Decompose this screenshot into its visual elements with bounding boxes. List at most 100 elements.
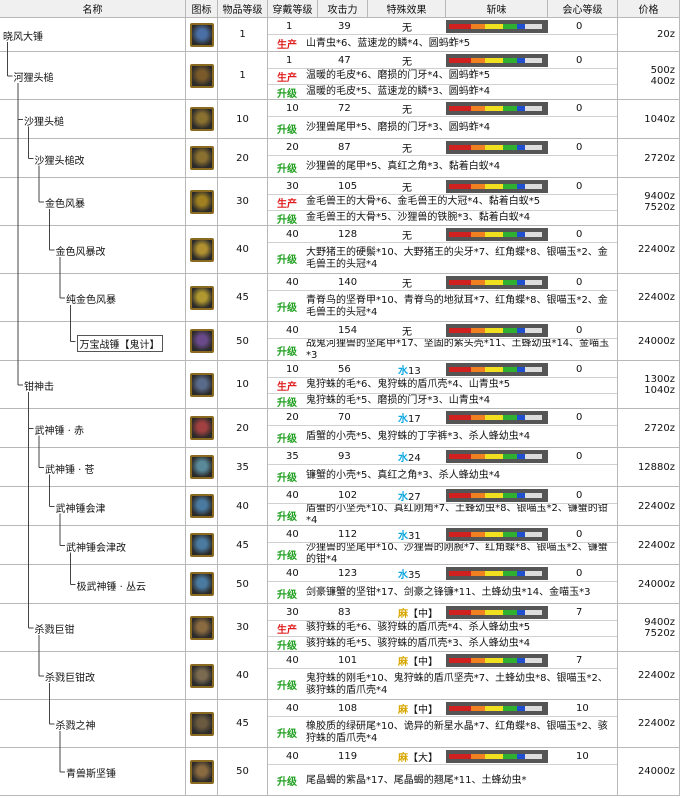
weapon-name: 武神锤会津 xyxy=(55,503,106,515)
slots: 40 xyxy=(286,702,299,714)
weapon-icon xyxy=(189,572,214,596)
header-cell: 会心等级 xyxy=(548,0,618,18)
attack: 72 xyxy=(338,102,351,114)
element: 麻 xyxy=(398,704,408,716)
material-line: 升级 温暖的毛皮*5、蓝速龙的鳞*3、圆蚂蚱*4 xyxy=(268,85,617,99)
price-cell: 22400z xyxy=(618,487,680,526)
price-cell: 500z 400z xyxy=(618,52,680,100)
weapon-name: 武神锤 · 赤 xyxy=(34,425,85,437)
price: 22400z xyxy=(637,670,675,681)
sharpness-segment xyxy=(449,415,471,420)
slots: 1 xyxy=(286,54,293,66)
weapon-icon xyxy=(189,711,214,736)
detail-block: 30 83 麻【中】 7 生产 骇狩蛛的毛*6、骇狩蛛的盾爪壳*4、杀人蜂幼虫*5 升级 骇狩… xyxy=(268,604,618,652)
slots: 30 xyxy=(286,180,299,192)
name-cell xyxy=(0,748,186,796)
material-type: 升级 xyxy=(277,124,297,136)
weapon-name: 沙狸头槌改 xyxy=(34,155,85,167)
sharpness-rest xyxy=(525,328,542,333)
sharpness xyxy=(446,54,548,67)
material-line: 升级 鬼狩蛛的刚毛*10、鬼狩蛛的盾爪坚壳*7、土蜂幼虫*8、银喵玉*2、骇狩蛛的… xyxy=(268,669,617,699)
sharpness-rest xyxy=(525,610,542,615)
name-cell xyxy=(0,274,186,322)
special-effect: 无 xyxy=(402,56,412,68)
attack: 128 xyxy=(338,228,358,240)
attack: 102 xyxy=(338,489,358,501)
detail-block: 35 93 水24 0 升级 镰蟹的小壳*5、真红之角*3、杀人蜂幼虫*4 xyxy=(268,448,618,487)
weapon-name: 极武神锤 · 丛云 xyxy=(76,581,147,593)
detail-block: 40 128 无 0 升级 大野猪王的硬鬃*10、大野猪王的尖牙*7、红角蝶*8、银喵玉*… xyxy=(268,226,618,274)
sharpness xyxy=(446,411,548,424)
slots: 30 xyxy=(286,606,299,618)
special-effect: 水13 xyxy=(398,362,421,377)
stats-line: 40 101 麻【中】 7 xyxy=(268,652,617,669)
stats-line: 40 123 水35 0 xyxy=(268,565,617,582)
sharpness-segment xyxy=(449,232,471,237)
weapon-icon xyxy=(189,372,214,397)
sharpness-segment xyxy=(471,571,485,576)
sharpness-segment xyxy=(449,184,471,189)
icon-cell xyxy=(186,274,218,322)
weapon-icon xyxy=(189,63,214,88)
attack: 70 xyxy=(338,411,351,423)
affinity: 7 xyxy=(576,606,583,618)
element: 水 xyxy=(398,413,408,425)
affinity: 10 xyxy=(576,702,589,714)
sharpness-segment xyxy=(503,754,517,759)
affinity: 0 xyxy=(576,180,583,192)
sharpness-segment xyxy=(503,280,517,285)
sharpness-rest xyxy=(525,58,542,63)
detail-block: 10 72 无 0 升级 沙狸兽尾甲*5、磨损的门牙*3、圆蚂蚱*4 xyxy=(268,100,618,139)
header-cell: 穿戴等级 xyxy=(268,0,318,18)
sharpness-rest xyxy=(525,24,542,29)
sharpness xyxy=(446,363,548,376)
material-line: 升级 镰蟹的小壳*5、真红之角*3、杀人蜂幼虫*4 xyxy=(268,465,617,486)
material-text: 骇狩蛛的毛*5、骇狩蛛的盾爪壳*3、杀人蜂幼虫*4 xyxy=(306,638,531,650)
price-cell: 24000z xyxy=(618,565,680,604)
name-cell xyxy=(0,178,186,226)
stats-line: 1 47 无 0 xyxy=(268,52,617,69)
affinity: 10 xyxy=(576,750,589,762)
sharpness-segment xyxy=(517,658,525,663)
sharpness-segment xyxy=(485,24,503,29)
sharpness xyxy=(446,180,548,193)
sharpness-segment xyxy=(517,754,525,759)
price-cell: 20z xyxy=(618,18,680,52)
material-line: 升级 骇狩蛛的毛*5、骇狩蛛的盾爪壳*3、杀人蜂幼虫*4 xyxy=(268,637,617,651)
special-effect: 无 xyxy=(402,326,412,338)
sharpness-segment xyxy=(471,754,485,759)
element-value: 【中】 xyxy=(408,704,438,716)
slots: 40 xyxy=(286,276,299,288)
sharpness-rest xyxy=(525,754,542,759)
price: 9400z xyxy=(644,190,675,202)
weapon-name: 晓风大锤 xyxy=(3,32,43,43)
special-effect: 水17 xyxy=(398,410,421,425)
sharpness-segment xyxy=(485,415,503,420)
material-type: 升级 xyxy=(277,550,297,562)
price: 20z xyxy=(657,29,675,40)
element: 麻 xyxy=(398,608,408,620)
price-cell: 1040z xyxy=(618,100,680,139)
icon-cell xyxy=(186,652,218,700)
sharpness xyxy=(446,324,548,337)
sharpness-segment xyxy=(471,24,485,29)
icon-cell xyxy=(186,139,218,178)
weapon-name: 杀戮巨钳 xyxy=(34,625,75,636)
slots: 40 xyxy=(286,567,299,579)
price: 24000z xyxy=(637,335,675,347)
material-line: 升级 大野猪王的硬鬃*10、大野猪王的尖牙*7、红角蝶*8、银喵玉*2、金毛兽王的… xyxy=(268,243,617,273)
special-effect: 水35 xyxy=(398,566,421,581)
element: 水 xyxy=(398,452,408,464)
material-type: 升级 xyxy=(277,255,297,266)
sharpness-segment xyxy=(485,658,503,663)
stats-line: 40 154 无 0 xyxy=(268,322,617,339)
material-type: 生产 xyxy=(277,72,297,84)
slots: 40 xyxy=(286,750,299,762)
icon-cell xyxy=(186,226,218,274)
detail-block: 40 108 麻【中】 10 升级 橡胶质的绿研尾*10、诡异的新星水晶*7、红角蝶*8、… xyxy=(268,700,618,748)
weapon-icon xyxy=(189,615,214,640)
sharpness-segment xyxy=(503,184,517,189)
special-effect: 水31 xyxy=(398,527,421,542)
rarity: 40 xyxy=(218,652,268,700)
affinity: 0 xyxy=(576,411,583,423)
